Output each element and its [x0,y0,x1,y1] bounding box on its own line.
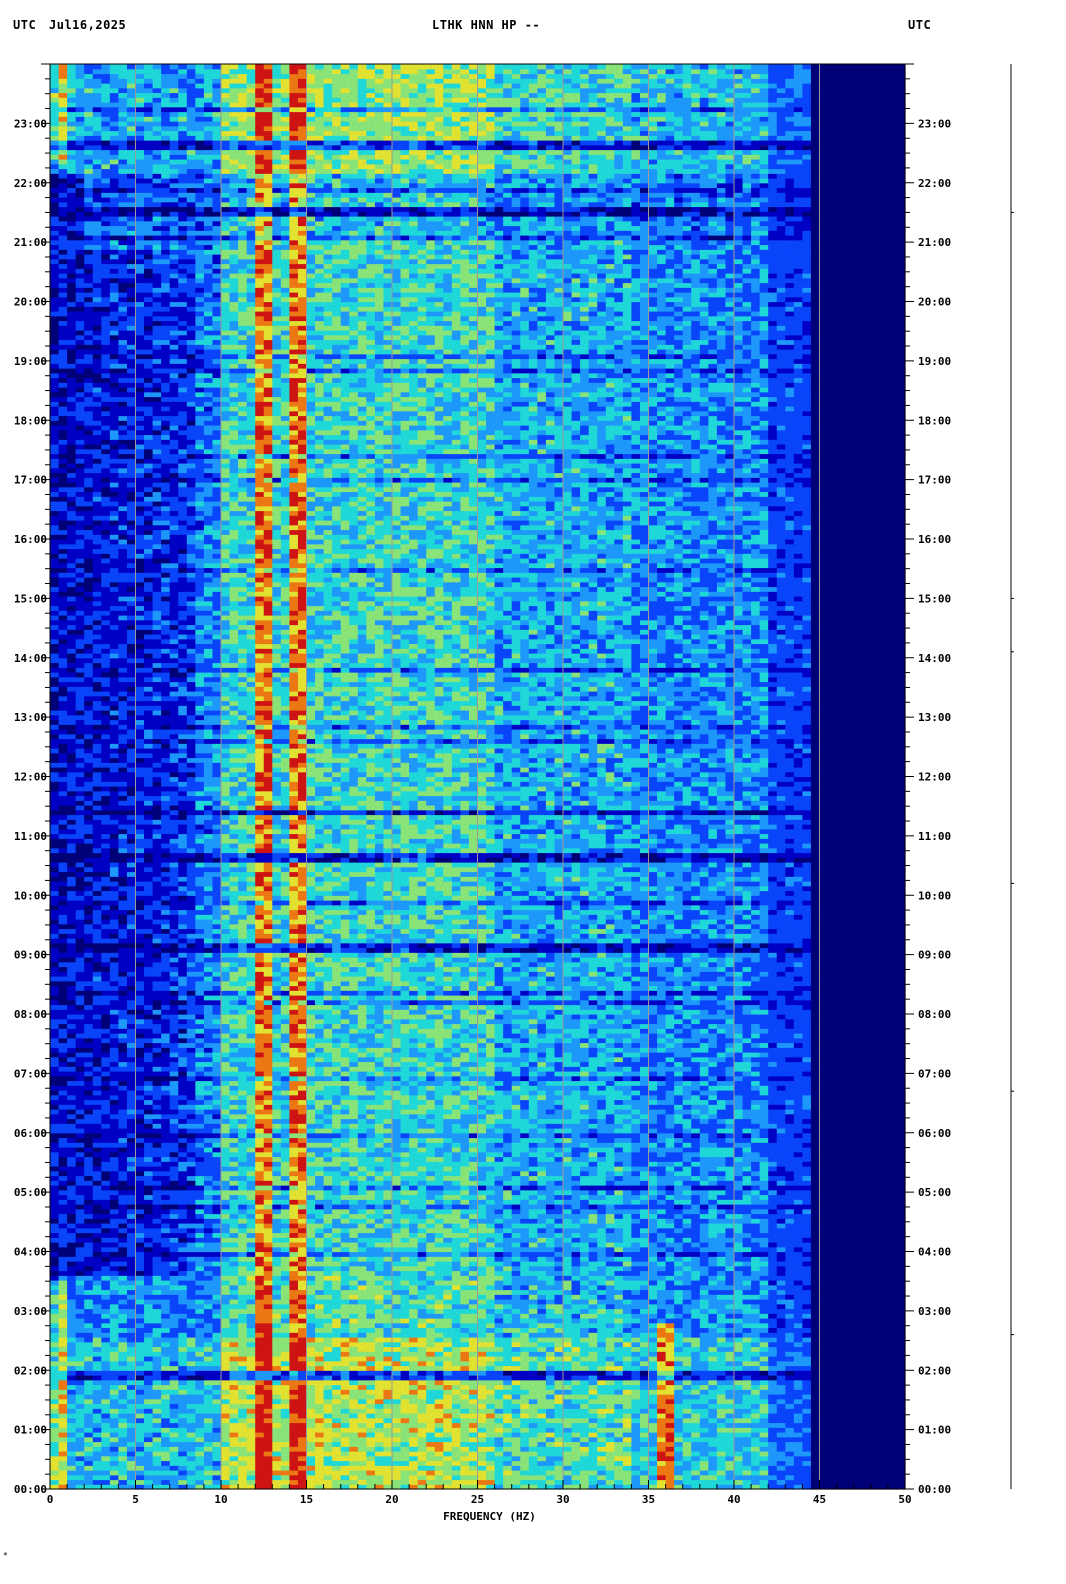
x-tick-label: 50 [898,1493,911,1506]
y-tick-label-right: 02:00 [918,1364,951,1377]
x-tick-label: 40 [727,1493,740,1506]
y-tick-label-right: 14:00 [918,652,951,665]
x-axis: 0 5 10 15 20 25 30 35 40 45 50 [47,1480,912,1506]
y-tick-label-left: 10:00 [14,889,47,902]
y-tick-label-left: 20:00 [14,296,47,309]
x-tick-label: 15 [300,1493,313,1506]
y-tick-label-right: 22:00 [918,177,951,190]
y-tick-label-right: 06:00 [918,1127,951,1140]
y-tick-label-left: 00:00 [14,1483,47,1496]
y-tick-label-left: 22:00 [14,177,47,190]
header-station: LTHK HNN HP -- [432,18,540,32]
y-tick-label-right: 09:00 [918,949,951,962]
y-tick-label-right: 21:00 [918,236,951,249]
x-axis-title: FREQUENCY (HZ) [443,1510,536,1523]
gridlines [135,64,820,1489]
y-tick-label-right: 05:00 [918,1186,951,1199]
y-tick-label-right: 13:00 [918,711,951,724]
y-tick-label-right: 23:00 [918,117,951,130]
x-tick-label: 20 [385,1493,398,1506]
y-tick-label-left: 03:00 [14,1305,47,1318]
y-tick-label-left: 14:00 [14,652,47,665]
y-tick-label-right: 10:00 [918,889,951,902]
y-tick-label-left: 02:00 [14,1364,47,1377]
y-tick-label-right: 04:00 [918,1246,951,1259]
y-tick-label-right: 00:00 [918,1483,951,1496]
y-tick-label-left: 18:00 [14,414,47,427]
x-tick-label: 30 [556,1493,569,1506]
corner-mark: * [3,1551,8,1560]
y-tick-label-right: 16:00 [918,533,951,546]
y-tick-label-right: 12:00 [918,771,951,784]
y-tick-label-left: 05:00 [14,1186,47,1199]
x-tick-label: 45 [813,1493,826,1506]
y-tick-label-right: 08:00 [918,1008,951,1021]
y-tick-label-left: 07:00 [14,1067,47,1080]
x-tick-label: 5 [132,1493,139,1506]
y-axis-right: 00:00 01:00 02:00 03:00 04:00 05:00 06:00 07:00… [904,63,951,1496]
y-tick-label-right: 03:00 [918,1305,951,1318]
y-tick-label-left: 04:00 [14,1246,47,1259]
y-tick-label-left: 08:00 [14,1008,47,1021]
y-tick-label-left: 12:00 [14,771,47,784]
y-tick-label-left: 15:00 [14,592,47,605]
y-tick-label-right: 19:00 [918,355,951,368]
y-tick-label-left: 06:00 [14,1127,47,1140]
y-tick-label-right: 01:00 [918,1424,951,1437]
amplitude-side-panel [1010,64,1014,1489]
x-tick-label: 0 [47,1493,54,1506]
header-date: Jul16,2025 [49,18,126,32]
y-tick-label-left: 01:00 [14,1424,47,1437]
y-tick-label-right: 20:00 [918,296,951,309]
y-tick-label-left: 17:00 [14,474,47,487]
x-tick-label: 10 [214,1493,227,1506]
y-axis-left: 00:00 01:00 02:00 03:00 04:00 05:00 06:00 07:00… [14,63,51,1496]
y-tick-label-left: 23:00 [14,117,47,130]
y-tick-label-left: 16:00 [14,533,47,546]
y-tick-label-right: 18:00 [918,414,951,427]
y-tick-label-right: 11:00 [918,830,951,843]
y-tick-label-left: 19:00 [14,355,47,368]
y-tick-label-right: 17:00 [918,474,951,487]
y-tick-label-right: 07:00 [918,1067,951,1080]
y-tick-label-left: 11:00 [14,830,47,843]
header-left-timezone: UTC [13,18,36,32]
y-tick-label-left: 09:00 [14,949,47,962]
y-tick-label-left: 13:00 [14,711,47,724]
x-tick-label: 35 [642,1493,655,1506]
y-tick-label-right: 15:00 [918,592,951,605]
x-tick-label: 25 [471,1493,484,1506]
header-right-timezone: UTC [908,18,931,32]
y-tick-label-left: 21:00 [14,236,47,249]
